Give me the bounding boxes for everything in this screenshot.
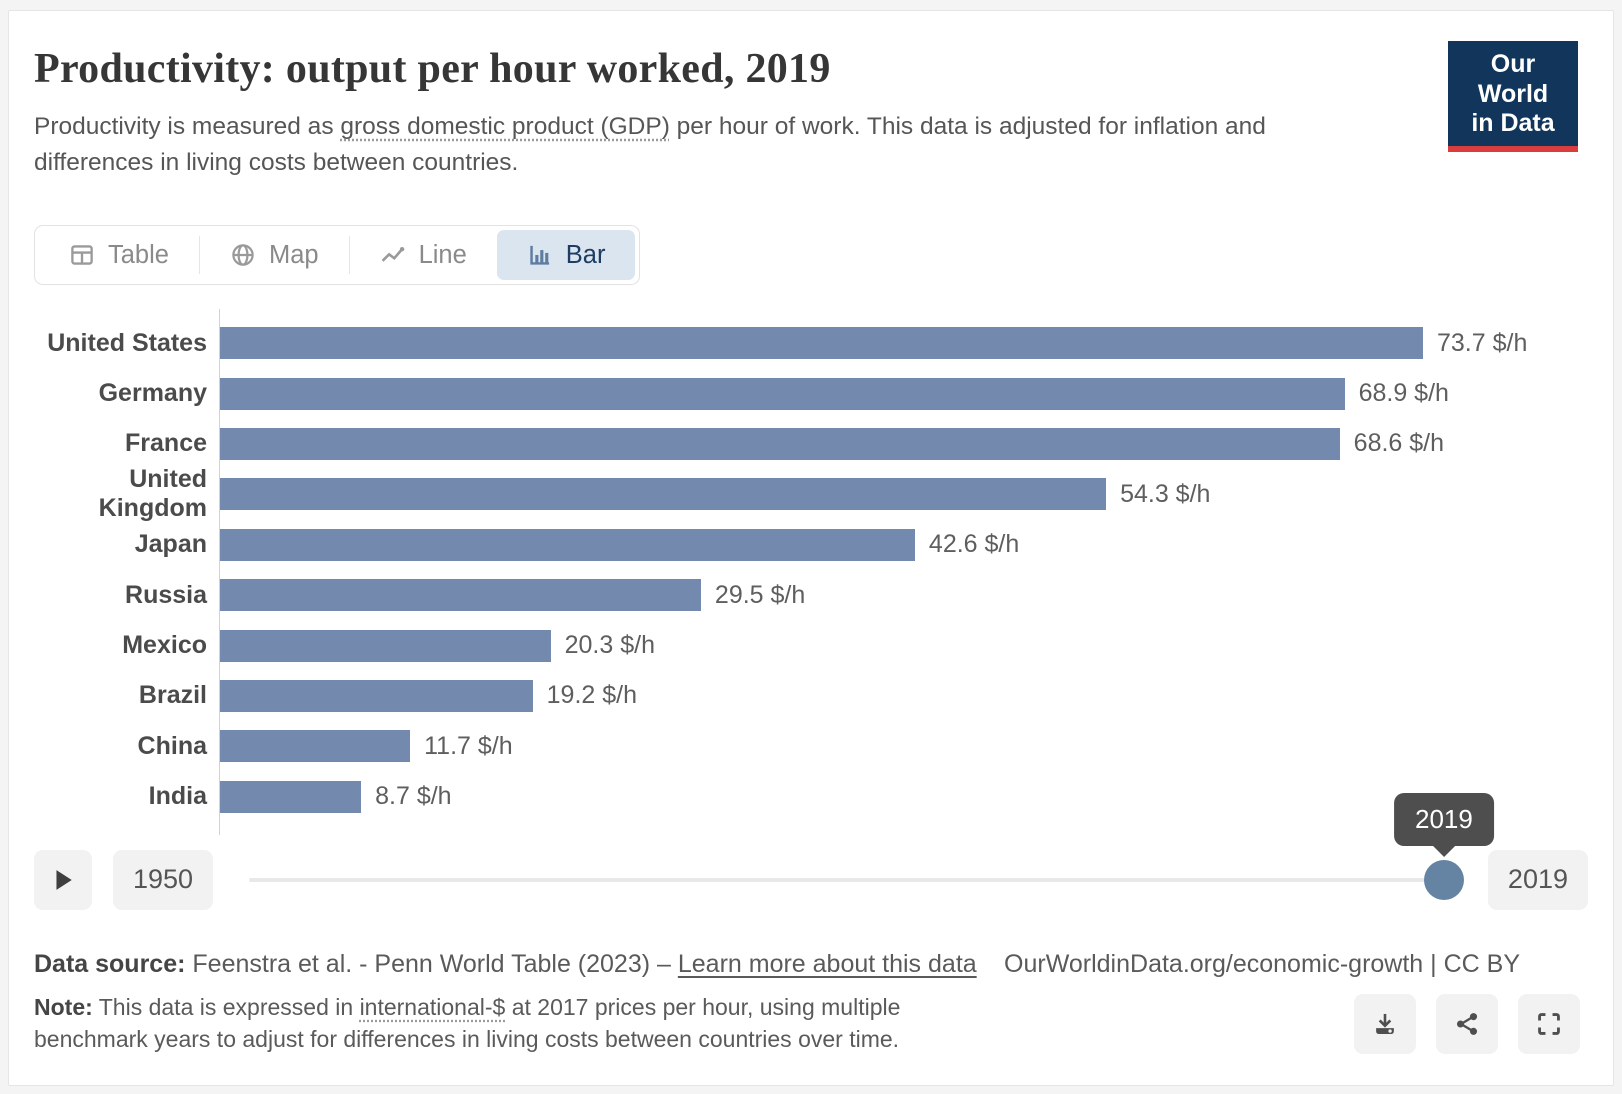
tab-bar-label: Bar bbox=[565, 240, 606, 269]
slider-handle[interactable]: 2019 bbox=[1394, 792, 1494, 900]
owid-logo-red-bar bbox=[1448, 145, 1578, 152]
timeline-start-year[interactable]: 1950 bbox=[113, 849, 214, 910]
country-label: France bbox=[125, 429, 207, 458]
note-text-post: at 2017 prices per hour, using multiple … bbox=[34, 993, 901, 1053]
header: Our World in Data Productivity: output p… bbox=[34, 11, 1588, 181]
country-label: China bbox=[137, 731, 207, 760]
footer-right: OurWorldinData.org/economic-growth | CC … bbox=[1004, 950, 1588, 1055]
tab-map-label: Map bbox=[268, 240, 319, 269]
download-button[interactable] bbox=[1354, 993, 1416, 1054]
fullscreen-button[interactable] bbox=[1518, 993, 1580, 1054]
y-axis-line bbox=[219, 309, 220, 835]
note-line: Note: This data is expressed in internat… bbox=[34, 991, 1004, 1055]
country-label: Russia bbox=[125, 580, 207, 609]
bar[interactable] bbox=[219, 327, 1423, 360]
bar[interactable] bbox=[219, 780, 362, 813]
bar-row: Russia 29.5 $/h bbox=[34, 570, 1588, 620]
bar[interactable] bbox=[219, 629, 551, 662]
bar[interactable] bbox=[219, 528, 915, 561]
country-label: Mexico bbox=[122, 631, 207, 660]
bar-row: United Kingdom 54.3 $/h bbox=[34, 465, 1588, 522]
share-icon bbox=[1456, 1013, 1478, 1035]
bar[interactable] bbox=[219, 579, 701, 612]
note-label: Note: bbox=[34, 993, 93, 1020]
footer: Data source: Feenstra et al. - Penn Worl… bbox=[34, 950, 1588, 1055]
subtitle-text-post: per hour of work. This data is adjusted … bbox=[34, 113, 1266, 176]
international-dollar-link[interactable]: international-$ bbox=[359, 993, 506, 1020]
country-label: India bbox=[148, 782, 207, 811]
slider-tooltip: 2019 bbox=[1394, 792, 1494, 846]
footer-left: Data source: Feenstra et al. - Penn Worl… bbox=[34, 950, 1004, 1055]
bar-value-label: 42.6 $/h bbox=[928, 530, 1020, 559]
chart-subtitle: Productivity is measured as gross domest… bbox=[34, 109, 1344, 181]
bar-row: Japan 42.6 $/h bbox=[34, 520, 1588, 570]
bar-row: India 8.7 $/h bbox=[34, 772, 1588, 822]
download-icon bbox=[1376, 1013, 1394, 1034]
action-buttons bbox=[1354, 993, 1588, 1054]
line-chart-icon bbox=[380, 242, 406, 268]
fullscreen-icon bbox=[1538, 1013, 1560, 1035]
share-button[interactable] bbox=[1436, 993, 1498, 1054]
bar-row: Brazil 19.2 $/h bbox=[34, 671, 1588, 721]
timeline-end-year[interactable]: 2019 bbox=[1487, 849, 1588, 910]
table-icon bbox=[69, 242, 95, 268]
tab-divider bbox=[348, 236, 350, 274]
bar[interactable] bbox=[219, 679, 533, 712]
gdp-definition-link[interactable]: gross domestic product (GDP) bbox=[340, 113, 670, 140]
bar-rows: United States 73.7 $/h Germany 68.9 $/h … bbox=[34, 318, 1588, 822]
bar-value-label: 19.2 $/h bbox=[546, 681, 638, 710]
tab-line-label: Line bbox=[418, 240, 467, 269]
tab-bar[interactable]: Bar bbox=[496, 230, 636, 280]
owid-logo-line2: in Data bbox=[1471, 109, 1555, 137]
bar-value-label: 73.7 $/h bbox=[1437, 328, 1528, 357]
bar-value-label: 20.3 $/h bbox=[564, 631, 655, 660]
bar-row: United States 73.7 $/h bbox=[34, 318, 1588, 368]
bar[interactable] bbox=[219, 478, 1107, 511]
timeline-controls: 1950 2019 2019 bbox=[34, 792, 1588, 910]
rights-text: OurWorldinData.org/economic-growth | CC … bbox=[1004, 949, 1520, 978]
country-label: United Kingdom bbox=[98, 465, 207, 523]
bar-value-label: 54.3 $/h bbox=[1120, 479, 1211, 508]
country-label: Germany bbox=[98, 379, 207, 408]
slider-track[interactable] bbox=[249, 877, 1446, 882]
chart-card: Our World in Data Productivity: output p… bbox=[8, 10, 1614, 1086]
country-label: United States bbox=[47, 328, 207, 357]
tab-map[interactable]: Map bbox=[200, 230, 349, 280]
bar-value-label: 11.7 $/h bbox=[424, 731, 513, 760]
bar-row: France 68.6 $/h bbox=[34, 419, 1588, 469]
owid-logo[interactable]: Our World in Data bbox=[1448, 41, 1578, 152]
bar-value-label: 8.7 $/h bbox=[375, 782, 452, 811]
play-icon bbox=[56, 870, 72, 890]
country-label: Brazil bbox=[138, 681, 207, 710]
bar-value-label: 29.5 $/h bbox=[714, 580, 806, 609]
bar[interactable] bbox=[219, 427, 1340, 460]
bar-value-label: 68.9 $/h bbox=[1358, 379, 1449, 408]
tab-line[interactable]: Line bbox=[350, 230, 497, 280]
timeline-slider[interactable]: 2019 bbox=[249, 792, 1494, 910]
note-text-pre: This data is expressed in bbox=[92, 993, 360, 1020]
play-button[interactable] bbox=[34, 849, 92, 910]
tab-table-label: Table bbox=[108, 240, 169, 269]
bar-row: Germany 68.9 $/h bbox=[34, 368, 1588, 418]
view-tabs: Table Map Line Bar bbox=[34, 225, 641, 285]
globe-icon bbox=[230, 242, 256, 268]
page-title: Productivity: output per hour worked, 20… bbox=[34, 46, 831, 92]
bar-row: China 11.7 $/h bbox=[34, 721, 1588, 771]
owid-logo-line1: Our World bbox=[1477, 50, 1549, 108]
bar[interactable] bbox=[219, 377, 1345, 410]
data-source-text: Feenstra et al. - Penn World Table (2023… bbox=[185, 949, 678, 978]
country-label: Japan bbox=[134, 530, 207, 559]
tab-divider bbox=[198, 236, 200, 274]
bar-chart: United States 73.7 $/h Germany 68.9 $/h … bbox=[34, 309, 1588, 835]
data-source-label: Data source: bbox=[34, 949, 186, 978]
bar-row: Mexico 20.3 $/h bbox=[34, 620, 1588, 670]
bar-value-label: 68.6 $/h bbox=[1353, 429, 1445, 458]
subtitle-text-pre: Productivity is measured as bbox=[34, 113, 341, 140]
learn-more-link[interactable]: Learn more about this data bbox=[677, 949, 977, 978]
bar[interactable] bbox=[219, 730, 411, 763]
bar-chart-icon bbox=[527, 242, 553, 268]
tab-table[interactable]: Table bbox=[39, 230, 199, 280]
data-source-line: Data source: Feenstra et al. - Penn Worl… bbox=[34, 950, 1004, 979]
owid-logo-text: Our World in Data bbox=[1448, 41, 1578, 146]
